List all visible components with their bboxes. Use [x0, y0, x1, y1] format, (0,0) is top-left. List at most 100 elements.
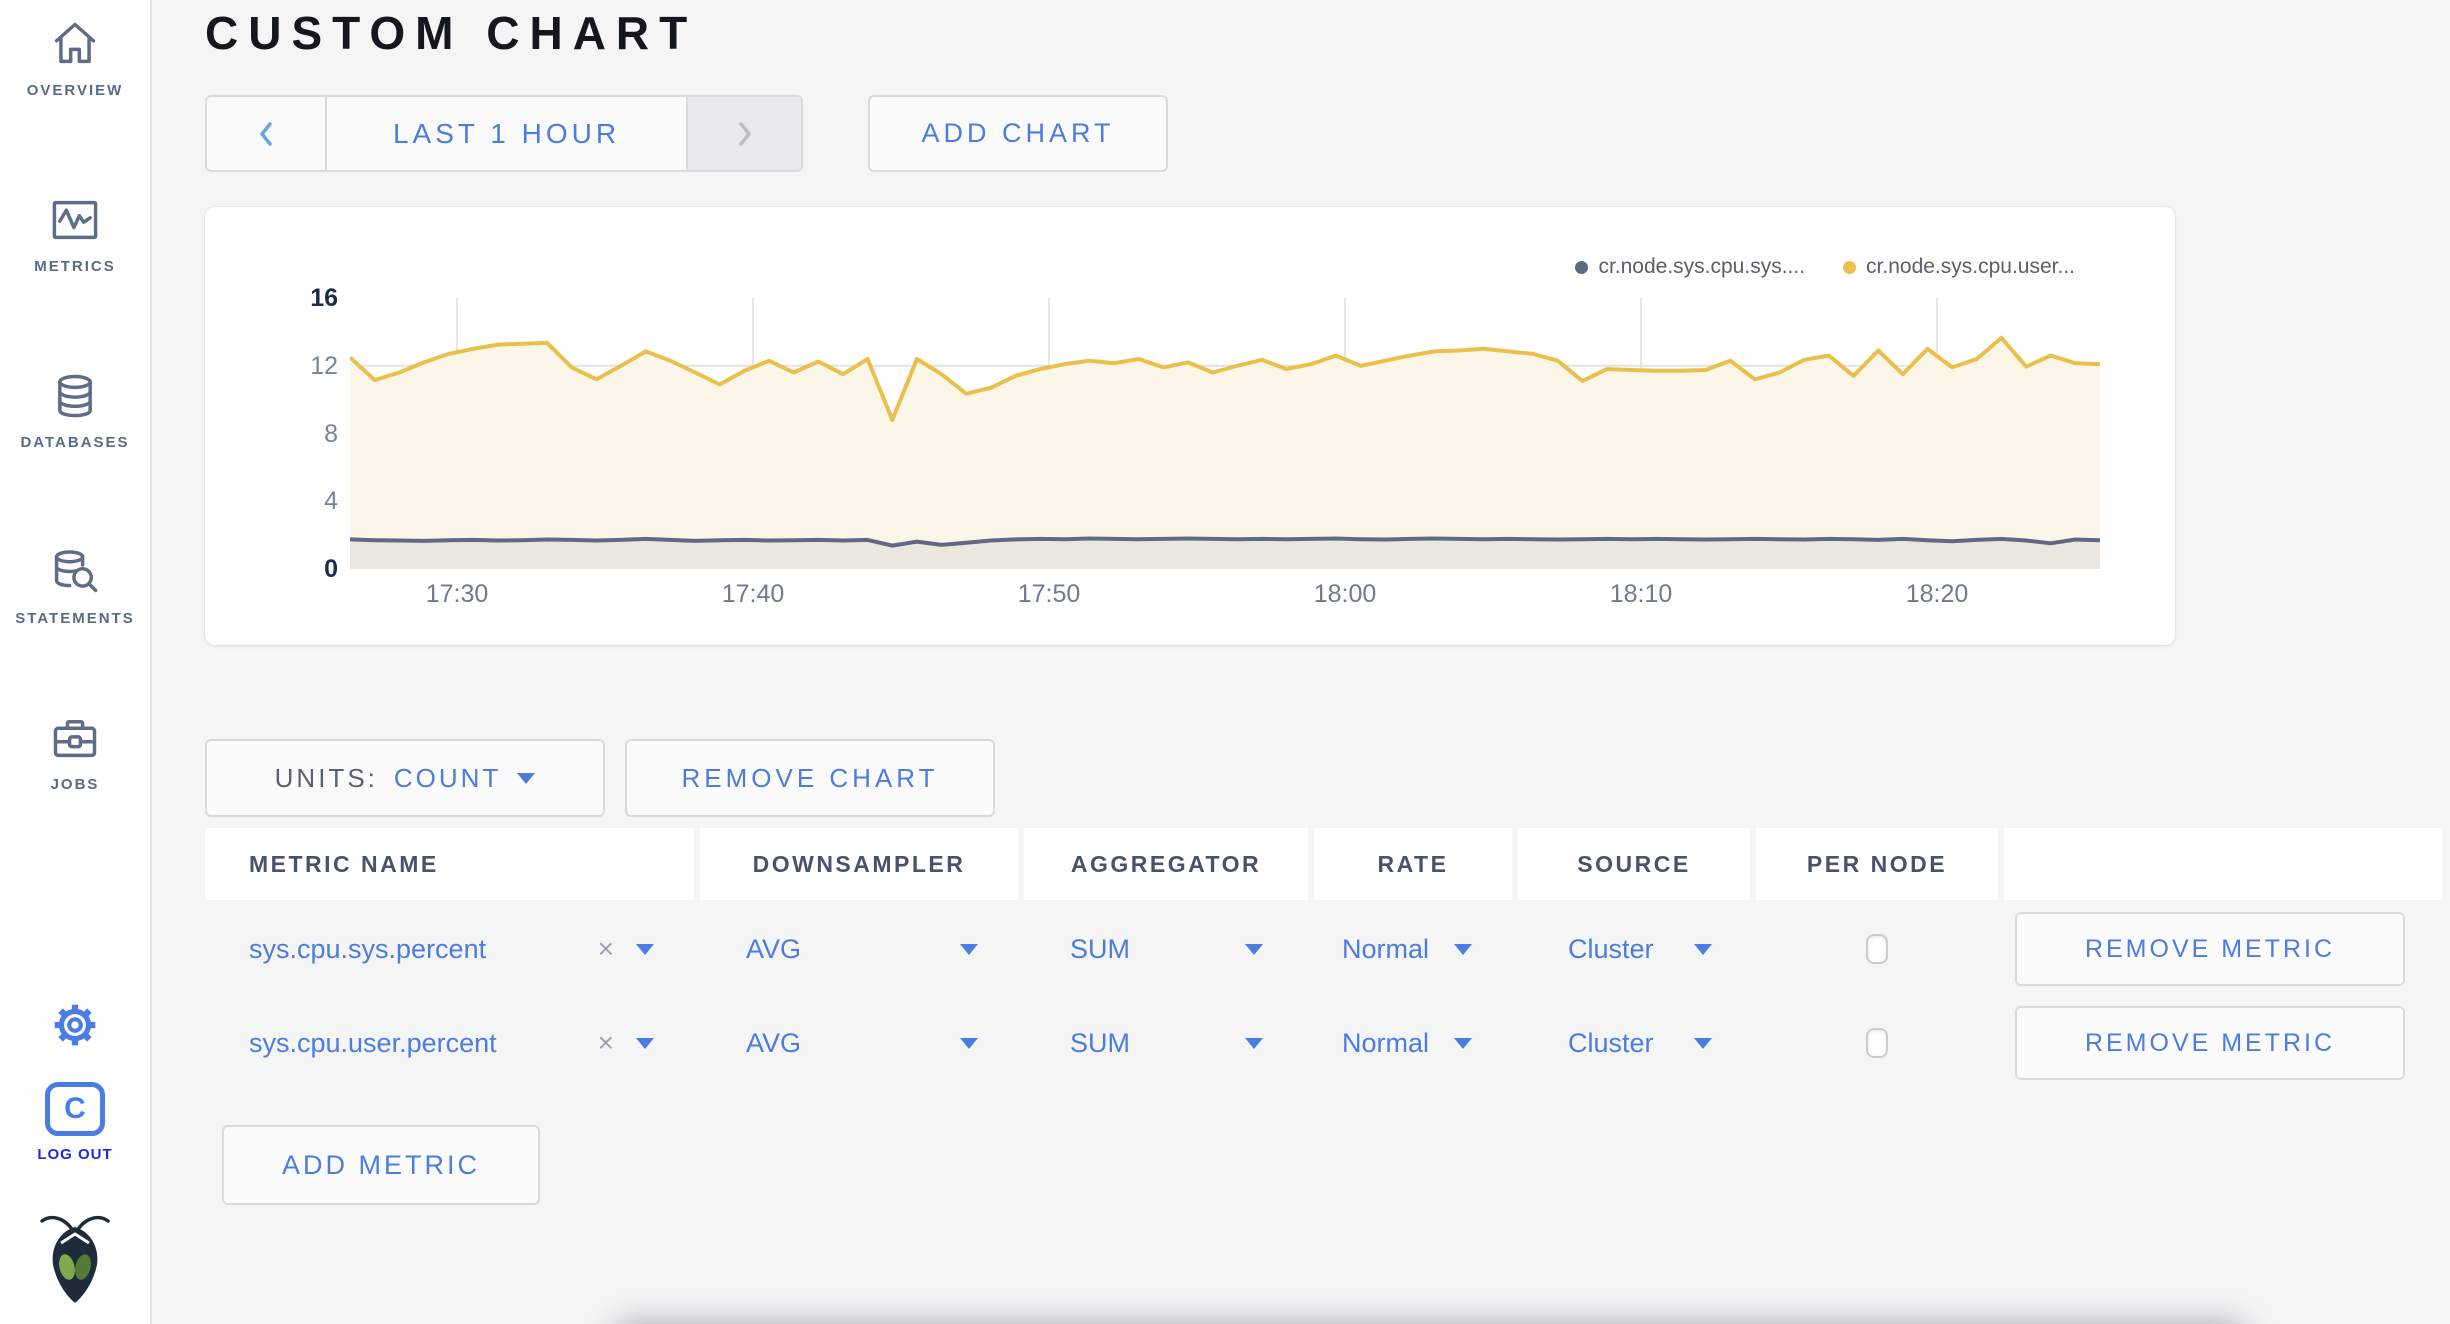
rate-select[interactable]: Normal — [1314, 904, 1512, 994]
sidebar-item-statements[interactable]: STATEMENTS — [0, 546, 150, 627]
source-value: Cluster — [1568, 933, 1654, 964]
sidebar-item-overview[interactable]: OVERVIEW — [0, 18, 150, 99]
chevron-down-icon — [1245, 1037, 1263, 1049]
legend-item-user[interactable]: cr.node.sys.cpu.user... — [1843, 255, 2075, 279]
downsampler-select[interactable]: AVG — [700, 998, 1018, 1088]
chevron-right-icon — [738, 121, 751, 146]
cockroach-c-icon: C — [45, 1082, 105, 1136]
time-range-next-button[interactable] — [686, 97, 801, 170]
sidebar-item-label: OVERVIEW — [26, 82, 124, 99]
source-value: Cluster — [1568, 1027, 1654, 1058]
remove-metric-button[interactable]: REMOVE METRIC — [2015, 912, 2405, 986]
per-node-cell — [1756, 998, 1998, 1088]
chevron-down-icon — [636, 943, 654, 955]
cockroach-bug-icon — [40, 1215, 110, 1303]
aggregator-value: SUM — [1070, 933, 1130, 964]
y-tick-label: 0 — [324, 555, 338, 583]
rate-select[interactable]: Normal — [1314, 998, 1512, 1088]
chevron-left-icon — [260, 121, 272, 146]
page-title: CUSTOM CHART — [205, 7, 698, 59]
y-tick-label: 8 — [324, 419, 338, 448]
sidebar: OVERVIEW METRICS DATABASES — [0, 0, 152, 1324]
settings-button[interactable] — [0, 1000, 150, 1050]
remove-chart-button[interactable]: REMOVE CHART — [625, 739, 995, 817]
units-dropdown[interactable]: UNITS: COUNT — [205, 739, 605, 817]
legend-item-sys[interactable]: cr.node.sys.cpu.sys.... — [1575, 255, 1805, 279]
column-header-source: SOURCE — [1518, 828, 1750, 900]
logout-label: LOG OUT — [37, 1146, 113, 1163]
gear-icon — [54, 1004, 96, 1046]
chevron-down-icon — [1245, 943, 1263, 955]
rate-value: Normal — [1342, 933, 1430, 964]
sidebar-item-databases[interactable]: DATABASES — [0, 370, 150, 451]
metric-name-select[interactable]: sys.cpu.sys.percent × — [205, 904, 694, 994]
database-icon — [58, 374, 92, 418]
statements-icon — [54, 550, 98, 593]
sidebar-item-label: JOBS — [50, 776, 100, 793]
logout-button[interactable]: C LOG OUT — [0, 1082, 150, 1163]
time-range-label[interactable]: LAST 1 HOUR — [392, 117, 621, 149]
column-header-metric-name: METRIC NAME — [205, 828, 694, 900]
clear-metric-icon[interactable]: × — [597, 933, 614, 964]
chevron-down-icon — [1694, 1037, 1712, 1049]
aggregator-value: SUM — [1070, 1027, 1130, 1058]
downsampler-value: AVG — [746, 933, 802, 964]
sidebar-item-label: STATEMENTS — [15, 610, 135, 627]
x-tick-label: 17:30 — [425, 580, 489, 608]
chevron-down-icon — [1454, 943, 1472, 955]
column-header-aggregator: AGGREGATOR — [1024, 828, 1308, 900]
chevron-down-icon — [960, 943, 978, 955]
chevron-down-icon — [1454, 1037, 1472, 1049]
per-node-checkbox[interactable] — [1866, 1028, 1888, 1058]
x-tick-label: 18:20 — [1905, 580, 1969, 608]
sidebar-item-metrics[interactable]: METRICS — [0, 194, 150, 275]
chart-legend: cr.node.sys.cpu.sys.... cr.node.sys.cpu.… — [1575, 255, 2075, 279]
y-tick-label: 12 — [310, 351, 338, 380]
c-logo-letter: C — [64, 1092, 86, 1125]
y-tick-label: 4 — [324, 487, 338, 516]
column-header-rate: RATE — [1314, 828, 1512, 900]
remove-metric-button[interactable]: REMOVE METRIC — [2015, 1006, 2405, 1080]
legend-label: cr.node.sys.cpu.user... — [1866, 255, 2075, 278]
cockroachdb-logo[interactable] — [0, 1210, 150, 1306]
per-node-checkbox[interactable] — [1866, 934, 1888, 964]
metric-name-select[interactable]: sys.cpu.user.percent × — [205, 998, 694, 1088]
home-icon — [54, 22, 96, 64]
time-range-selector: LAST 1 HOUR — [205, 95, 803, 172]
legend-dot-user-icon — [1843, 260, 1857, 274]
source-select[interactable]: Cluster — [1518, 998, 1750, 1088]
units-label: UNITS: — [274, 762, 378, 793]
time-range-prev-button[interactable] — [207, 97, 327, 170]
aggregator-select[interactable]: SUM — [1024, 998, 1308, 1088]
add-chart-button[interactable]: ADD CHART — [868, 95, 1168, 172]
units-value: COUNT — [393, 762, 502, 793]
legend-label: cr.node.sys.cpu.sys.... — [1598, 255, 1806, 278]
column-header-actions — [2004, 828, 2442, 900]
chevron-down-icon — [1694, 943, 1712, 955]
downsampler-value: AVG — [746, 1027, 802, 1058]
chevron-down-icon — [517, 772, 536, 784]
chevron-down-icon — [636, 1037, 654, 1049]
chart-plot-svg — [350, 298, 2100, 569]
metric-name-value: sys.cpu.user.percent — [249, 1027, 497, 1058]
sidebar-item-label: METRICS — [34, 258, 116, 275]
legend-dot-sys-icon — [1575, 260, 1589, 274]
downsampler-select[interactable]: AVG — [700, 904, 1018, 994]
aggregator-select[interactable]: SUM — [1024, 904, 1308, 994]
clear-metric-icon[interactable]: × — [597, 1027, 614, 1058]
metric-name-value: sys.cpu.sys.percent — [249, 933, 487, 964]
chevron-down-icon — [960, 1037, 978, 1049]
source-select[interactable]: Cluster — [1518, 904, 1750, 994]
sidebar-item-jobs[interactable]: JOBS — [0, 712, 150, 793]
x-tick-label: 17:50 — [1017, 580, 1081, 608]
metrics-icon — [52, 200, 98, 240]
x-tick-label: 18:00 — [1313, 580, 1377, 608]
add-metric-button[interactable]: ADD METRIC — [222, 1125, 540, 1205]
main-content: CUSTOM CHART LAST 1 HOUR ADD CHART cr.n — [152, 0, 2450, 1324]
column-header-downsampler: DOWNSAMPLER — [700, 828, 1018, 900]
rate-value: Normal — [1342, 1027, 1430, 1058]
per-node-cell — [1756, 904, 1998, 994]
x-tick-label: 17:40 — [721, 580, 785, 608]
y-tick-label: 16 — [310, 284, 338, 312]
